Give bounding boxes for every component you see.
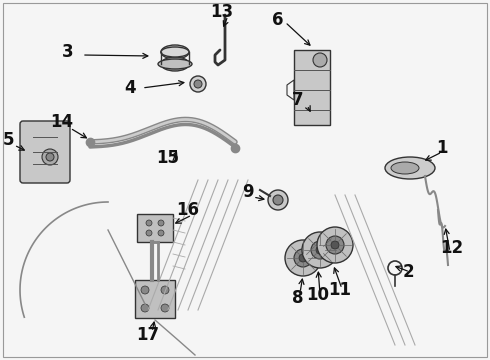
- Text: 16: 16: [176, 201, 199, 219]
- FancyBboxPatch shape: [137, 214, 173, 242]
- Ellipse shape: [391, 162, 419, 174]
- Circle shape: [42, 149, 58, 165]
- Ellipse shape: [161, 45, 189, 59]
- Text: 8: 8: [292, 289, 304, 307]
- Text: 2: 2: [402, 263, 414, 281]
- Circle shape: [311, 241, 329, 259]
- Circle shape: [46, 153, 54, 161]
- Ellipse shape: [161, 57, 189, 71]
- Circle shape: [161, 286, 169, 294]
- Ellipse shape: [385, 157, 435, 179]
- Text: 9: 9: [242, 183, 254, 201]
- Circle shape: [268, 190, 288, 210]
- Text: 14: 14: [50, 113, 74, 131]
- Text: 1: 1: [436, 139, 448, 157]
- Ellipse shape: [161, 47, 189, 57]
- Text: 4: 4: [124, 79, 136, 97]
- Text: 15: 15: [156, 149, 179, 167]
- Text: 5: 5: [2, 131, 14, 149]
- Circle shape: [190, 76, 206, 92]
- Circle shape: [299, 254, 307, 262]
- FancyBboxPatch shape: [20, 121, 70, 183]
- Circle shape: [316, 246, 324, 254]
- Circle shape: [141, 286, 149, 294]
- Circle shape: [294, 249, 312, 267]
- Circle shape: [317, 227, 353, 263]
- Text: 12: 12: [441, 239, 464, 257]
- Text: 10: 10: [307, 286, 329, 304]
- Text: 7: 7: [292, 91, 304, 109]
- Circle shape: [158, 220, 164, 226]
- Circle shape: [273, 195, 283, 205]
- Circle shape: [194, 80, 202, 88]
- Circle shape: [158, 230, 164, 236]
- Circle shape: [302, 232, 338, 268]
- Circle shape: [326, 236, 344, 254]
- FancyBboxPatch shape: [294, 50, 330, 125]
- FancyBboxPatch shape: [135, 280, 175, 318]
- Circle shape: [331, 241, 339, 249]
- Circle shape: [313, 53, 327, 67]
- Text: 3: 3: [62, 43, 74, 61]
- Ellipse shape: [158, 59, 192, 69]
- Circle shape: [146, 220, 152, 226]
- Text: 11: 11: [328, 281, 351, 299]
- Circle shape: [285, 240, 321, 276]
- Text: 6: 6: [272, 11, 284, 29]
- Text: 13: 13: [210, 3, 234, 21]
- Circle shape: [161, 304, 169, 312]
- Circle shape: [141, 304, 149, 312]
- Circle shape: [146, 230, 152, 236]
- Text: 17: 17: [136, 326, 160, 344]
